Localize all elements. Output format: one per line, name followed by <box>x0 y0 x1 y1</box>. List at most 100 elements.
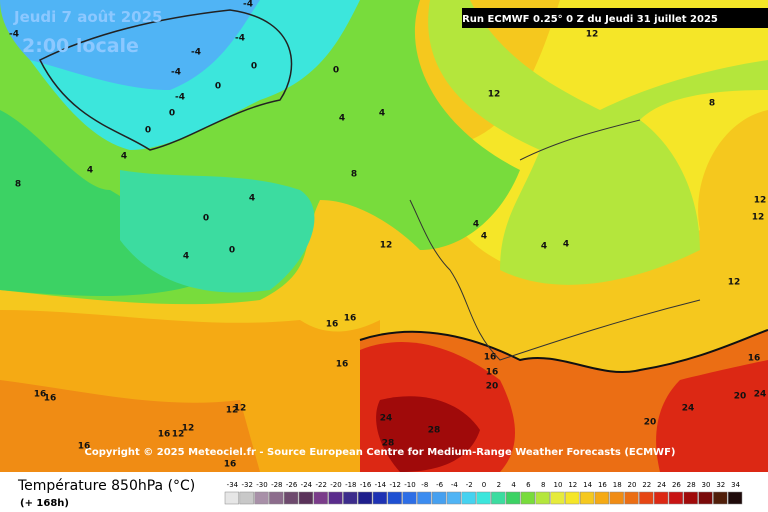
legend-swatch <box>254 491 269 505</box>
area-hot-2 <box>0 380 260 472</box>
legend-label: -8 <box>421 481 428 489</box>
contour-label: 4 <box>121 152 127 162</box>
contour-label: 16 <box>78 442 91 452</box>
legend-label: -32 <box>241 481 252 489</box>
legend-label: 20 <box>628 481 637 489</box>
legend-label: -10 <box>404 481 415 489</box>
legend-label: -26 <box>286 481 298 489</box>
legend-swatch <box>461 491 476 505</box>
legend-swatch <box>609 491 624 505</box>
contour-label: -4 <box>235 34 245 44</box>
map: Run ECMWF 0.25° 0 Z du Jeudi 31 juillet … <box>0 0 768 472</box>
contour-label: 16 <box>44 394 57 404</box>
contour-label: 0 <box>145 126 151 136</box>
legend-swatch <box>357 491 373 505</box>
run-info: Run ECMWF 0.25° 0 Z du Jeudi 31 juillet … <box>462 14 718 25</box>
legend-label: 14 <box>583 481 592 489</box>
contour-label: 4 <box>249 194 255 204</box>
parameter: Température 850hPa (°C) <box>17 478 195 494</box>
legend-label: 6 <box>526 481 531 489</box>
contour-label: 4 <box>473 220 479 230</box>
contour-label: 16 <box>336 360 349 370</box>
contour-label: 12 <box>488 90 501 100</box>
legend-label: 10 <box>554 481 563 489</box>
legend-swatch <box>491 491 506 505</box>
area-extreme-2 <box>376 396 480 472</box>
contour-label: 12 <box>172 430 185 440</box>
legend-swatch <box>624 491 639 505</box>
contour-label: 4 <box>481 232 487 242</box>
contour-label: 12 <box>752 213 765 223</box>
contour-label: 24 <box>754 390 767 400</box>
contour-label: 16 <box>158 430 171 440</box>
legend-label: -4 <box>451 481 459 489</box>
copyright: Copyright © 2025 Meteociel.fr - Source E… <box>85 447 676 458</box>
contour-label: 12 <box>182 424 195 434</box>
legend-swatch <box>520 491 536 505</box>
area-cold <box>120 170 315 293</box>
contour-label: 12 <box>586 30 599 40</box>
legend-label: -18 <box>345 481 356 489</box>
contour-label: 0 <box>333 66 339 76</box>
legend-swatch <box>683 491 698 505</box>
contour-label: 16 <box>748 354 761 364</box>
legend-swatch <box>431 491 447 505</box>
legend-label: 8 <box>541 481 545 489</box>
legend-swatch <box>594 491 610 505</box>
legend-label: -12 <box>389 481 400 489</box>
coastline-europe <box>409 119 701 361</box>
contour-label: 24 <box>380 414 393 424</box>
legend-swatch <box>579 491 595 505</box>
contour-label: 20 <box>486 382 499 392</box>
legend-swatch <box>535 491 550 505</box>
legend-label: 26 <box>672 481 681 489</box>
contour-label: 4 <box>379 109 385 119</box>
contour-label: -4 <box>191 48 201 58</box>
legend-label: -28 <box>271 481 282 489</box>
legend-label: -30 <box>256 481 267 489</box>
legend-label: 12 <box>568 481 577 489</box>
legend-swatch <box>328 491 343 505</box>
legend-swatch <box>565 491 580 505</box>
contour-label: 12 <box>754 196 767 206</box>
legend-label: 4 <box>511 481 516 489</box>
contour-label: 20 <box>644 418 657 428</box>
contour-label: 16 <box>344 314 357 324</box>
legend-swatch <box>313 491 328 505</box>
contour-label: 16 <box>326 320 339 330</box>
legend-swatch <box>727 491 743 505</box>
coastline-greenland <box>38 9 293 151</box>
legend-label: -6 <box>436 481 444 489</box>
legend-label: -16 <box>360 481 372 489</box>
contour-label: 8 <box>351 170 357 180</box>
contour-label: 8 <box>15 180 21 190</box>
legend-swatch <box>343 491 358 505</box>
contour-label: -4 <box>175 93 185 103</box>
legend-swatch <box>476 491 491 505</box>
isotherm <box>359 329 768 374</box>
legend-label: 30 <box>702 481 711 489</box>
legend-label: 16 <box>598 481 607 489</box>
legend-label: -2 <box>466 481 473 489</box>
area-very-cold <box>0 0 260 90</box>
legend-label: 24 <box>657 481 666 489</box>
contour-label: 12 <box>728 278 741 288</box>
legend-swatch <box>372 491 388 505</box>
contour-label: -4 <box>243 0 253 10</box>
legend-swatch <box>505 491 521 505</box>
contour-label: 0 <box>215 82 221 92</box>
legend-swatch <box>668 491 684 505</box>
contour-label: 4 <box>87 166 93 176</box>
legend-swatch <box>269 491 284 505</box>
contour-label: 20 <box>734 392 747 402</box>
legend-label: -14 <box>375 481 387 489</box>
contour-label: 24 <box>682 404 695 414</box>
legend-swatch <box>639 491 654 505</box>
legend-swatch <box>298 491 314 505</box>
contour-label: 0 <box>251 62 257 72</box>
legend-swatch <box>283 491 299 505</box>
legend-label: 22 <box>642 481 651 489</box>
contour-label: 12 <box>226 406 239 416</box>
forecast-date: Jeudi 7 août 2025 <box>13 8 162 26</box>
